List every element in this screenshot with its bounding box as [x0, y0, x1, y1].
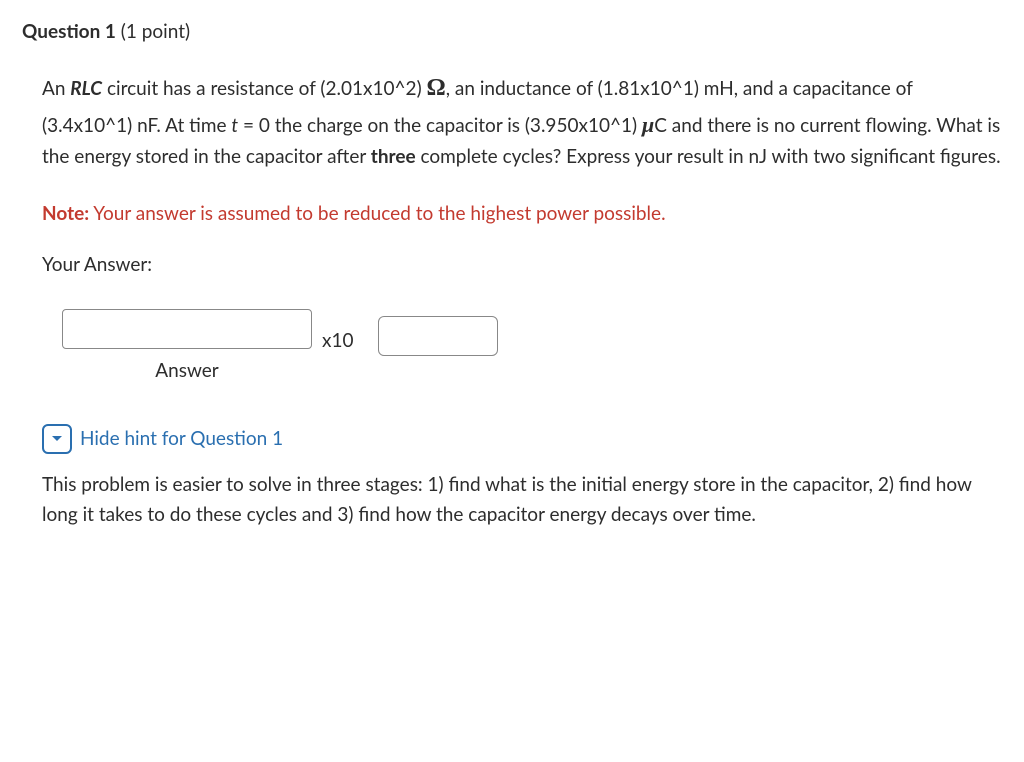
answer-input[interactable]: [62, 309, 312, 349]
question-body: An RLC circuit has a resistance of (2.01…: [22, 69, 1002, 531]
note-label: Note:: [42, 202, 89, 225]
hint-toggle[interactable]: Hide hint for Question 1: [42, 424, 1002, 454]
your-answer-label: Your Answer:: [42, 251, 1002, 280]
rlc-label: RLC: [70, 77, 102, 100]
answer-input-label: Answer: [155, 357, 218, 386]
x10-label: x10: [322, 327, 354, 356]
chevron-down-icon: [42, 424, 72, 454]
hint-toggle-label: Hide hint for Question 1: [80, 425, 283, 454]
answer-row: Answer x10: [42, 309, 1002, 386]
question-points: (1 point): [116, 20, 190, 43]
mu-symbol: μ: [642, 112, 654, 137]
three-bold: three: [371, 145, 416, 168]
note-text: Note: Your answer is assumed to be reduc…: [42, 200, 1002, 229]
question-prompt: An RLC circuit has a resistance of (2.01…: [42, 69, 1002, 173]
question-number: Question 1: [22, 20, 116, 43]
exponent-input[interactable]: [378, 316, 498, 356]
hint-body: This problem is easier to solve in three…: [42, 470, 1002, 531]
question-header: Question 1 (1 point): [22, 18, 1002, 47]
omega-symbol: Ω: [427, 75, 446, 101]
answer-column: Answer: [62, 309, 312, 386]
